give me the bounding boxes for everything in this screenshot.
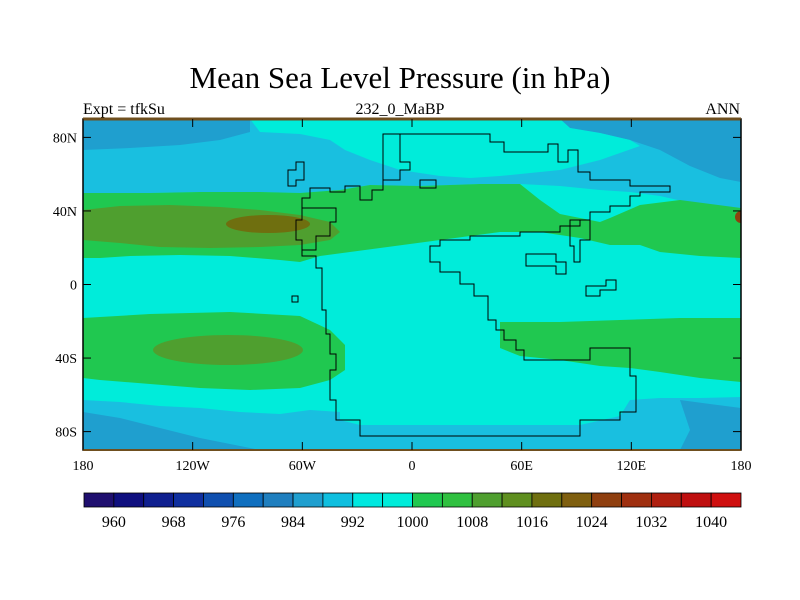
x-tick-label: 180 — [73, 459, 94, 474]
region-arctic-low-west — [83, 119, 250, 150]
map-fill — [83, 119, 741, 450]
x-tick-label: 0 — [409, 459, 416, 474]
colorbar-swatch — [382, 492, 413, 508]
x-tick-label: 180 — [731, 459, 752, 474]
colorbar-swatch — [591, 492, 622, 508]
island-small-outline — [291, 295, 299, 303]
region-north-polar-cyan — [250, 119, 640, 178]
southeast-island-outline — [585, 279, 617, 297]
region-south-indian-high — [500, 318, 741, 382]
eastern-archipelago-outline — [525, 253, 567, 275]
colorbar-swatch — [501, 492, 533, 508]
colorbar-swatch — [203, 492, 234, 508]
colorbar-swatch — [262, 492, 294, 508]
colorbar: 960 968 976 984 992 1000 1008 1016 1024 1032 1040 — [83, 492, 742, 531]
colorbar-swatch — [352, 492, 384, 508]
coastline — [287, 133, 671, 437]
region-antarctic-low — [83, 412, 260, 450]
period-label: 232_0_MaBP — [355, 101, 445, 118]
colorbar-swatch — [143, 492, 174, 508]
colorbar-label: 1040 — [695, 514, 727, 531]
colorbar-label: 1008 — [456, 514, 488, 531]
colorbar-swatch — [680, 492, 712, 508]
x-tick-label: 120W — [176, 459, 211, 474]
region-east-edge-high — [735, 211, 741, 223]
y-axis: 80N 40N 0 40S 80S — [53, 131, 741, 441]
colorbar-swatch — [83, 492, 115, 508]
colorbar-swatch — [173, 492, 204, 508]
colorbar-swatch — [531, 492, 563, 508]
colorbar-swatch — [651, 492, 682, 508]
supercontinent-outline — [295, 133, 671, 437]
colorbar-label: 960 — [102, 514, 126, 531]
colorbar-label: 1000 — [397, 514, 429, 531]
colorbar-swatch — [292, 492, 324, 508]
eastern-islands-outline — [569, 219, 591, 263]
chart-title: Mean Sea Level Pressure (in hPa) — [189, 60, 611, 95]
western-bulge-outline — [302, 207, 337, 251]
colorbar-swatch — [441, 492, 473, 508]
region-south-midlatitude — [83, 397, 741, 450]
colorbar-label: 992 — [341, 514, 365, 531]
region-arctic-low-east — [560, 119, 741, 182]
x-axis: 180 120W 60W 0 60E 120E 180 — [73, 119, 752, 474]
y-tick-label: 80S — [55, 426, 77, 441]
colorbar-label: 1032 — [635, 514, 667, 531]
y-tick-label: 0 — [70, 279, 77, 294]
colorbar-label: 968 — [162, 514, 186, 531]
region-equatorial-west — [83, 268, 160, 302]
colorbar-swatch — [113, 492, 145, 508]
colorbar-swatch — [621, 492, 652, 508]
north-bay-outline — [419, 179, 437, 189]
y-tick-label: 80N — [53, 131, 77, 146]
colorbar-label: 976 — [221, 514, 245, 531]
y-tick-label: 40N — [53, 205, 77, 220]
colorbar-label: 1016 — [516, 514, 548, 531]
colorbar-label: 1024 — [576, 514, 608, 531]
x-tick-label: 120E — [617, 459, 647, 474]
island-north-west-outline — [287, 161, 305, 187]
colorbar-swatch — [322, 492, 354, 508]
experiment-label: Expt = tfkSu — [83, 101, 165, 118]
region-antarctic-low-east — [680, 400, 741, 450]
colorbar-swatch — [710, 492, 742, 508]
colorbar-swatch — [561, 492, 593, 508]
colorbar-swatch — [232, 492, 264, 508]
season-label: ANN — [705, 101, 740, 118]
northern-peninsula-outline — [382, 134, 411, 181]
colorbar-swatch — [412, 492, 443, 508]
y-tick-label: 40S — [55, 352, 77, 367]
colorbar-swatch — [471, 492, 503, 508]
region-south-pacific-high-core — [153, 335, 303, 365]
region-north-pacific-high-core — [226, 215, 310, 233]
x-tick-label: 60E — [510, 459, 533, 474]
x-tick-label: 60W — [289, 459, 317, 474]
colorbar-label: 984 — [281, 514, 305, 531]
